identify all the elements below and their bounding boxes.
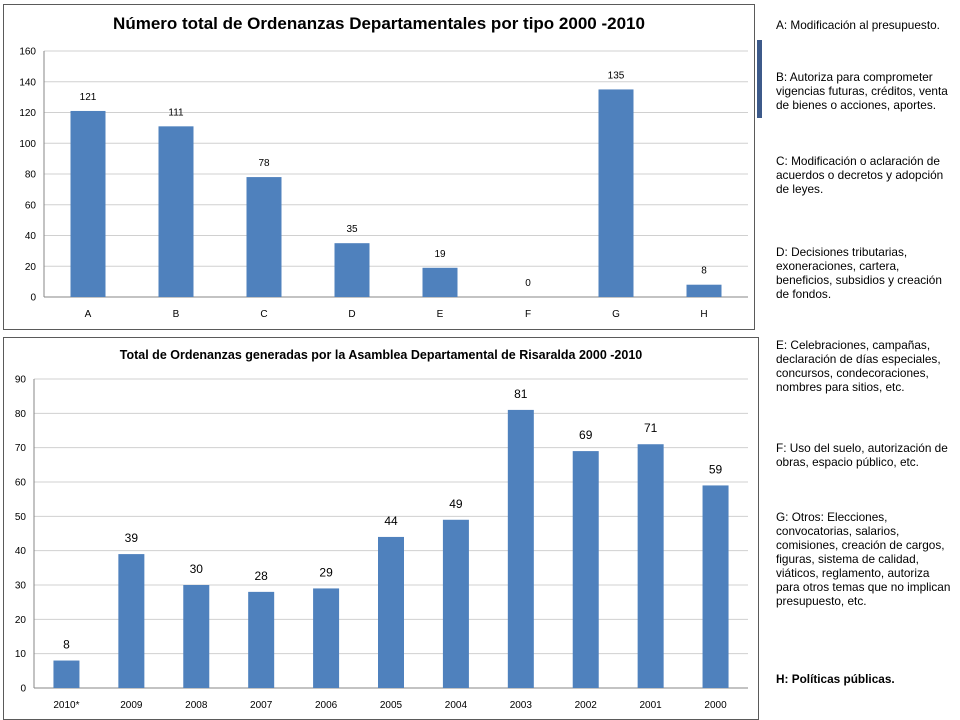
- legend-item-e: E: Celebraciones, campañas, declaración …: [776, 338, 941, 394]
- data-label: 44: [384, 514, 398, 528]
- x-tick-label: 2003: [510, 700, 533, 711]
- y-tick-label: 10: [15, 649, 27, 660]
- x-tick-label: D: [348, 309, 355, 320]
- data-label: 71: [644, 421, 658, 435]
- bar-2005: [378, 536, 404, 688]
- legend-item-b: B: Autoriza para comprometer vigencias f…: [776, 70, 948, 112]
- data-label: 8: [701, 266, 707, 277]
- x-tick-label: G: [612, 309, 620, 320]
- bar-E: [422, 267, 458, 297]
- data-label: 135: [608, 70, 625, 81]
- x-tick-label: 2010*: [53, 700, 79, 711]
- bar-2007: [248, 591, 275, 688]
- x-tick-label: E: [437, 309, 444, 320]
- y-tick-label: 140: [19, 77, 36, 88]
- x-tick-label: 2007: [250, 700, 273, 711]
- data-label: 35: [346, 224, 358, 235]
- y-tick-label: 120: [19, 108, 36, 119]
- legend-item-h: H: Políticas públicas.: [776, 672, 895, 686]
- bar-2006: [313, 588, 340, 688]
- data-label: 8: [63, 638, 70, 652]
- y-tick-label: 70: [15, 443, 27, 454]
- data-label: 49: [449, 497, 463, 511]
- bar-2003: [507, 409, 534, 688]
- legend-item-a: A: Modificación al presupuesto.: [776, 18, 940, 32]
- y-tick-label: 0: [20, 684, 26, 695]
- bar-2004: [442, 519, 469, 688]
- x-tick-label: 2008: [185, 700, 208, 711]
- y-tick-label: 60: [15, 478, 27, 489]
- y-tick-label: 90: [15, 375, 27, 386]
- data-label: 69: [579, 428, 593, 442]
- x-tick-label: B: [173, 309, 180, 320]
- bar-2010: [53, 660, 80, 688]
- bar-chart-by-type: 0 20 40 60 80 100 120 140 160 121 A 111 B 78 C 35 D 19 E 0 F…: [19, 47, 748, 320]
- bar-G: [598, 89, 634, 297]
- chart-title: Número total de Ordenanzas Departamental…: [113, 14, 645, 33]
- data-label: 30: [190, 562, 204, 576]
- bar-2009: [118, 554, 145, 688]
- bar-C: [246, 177, 282, 297]
- y-tick-label: 160: [19, 47, 36, 58]
- x-tick-label: 2006: [315, 700, 338, 711]
- data-label: 29: [319, 565, 333, 579]
- legend-item-g: G: Otros: Elecciones, convocatorias, sal…: [776, 510, 951, 608]
- data-label: 0: [525, 278, 531, 289]
- x-tick-label: A: [85, 309, 92, 320]
- y-tick-label: 20: [15, 615, 27, 626]
- y-tick-label: 40: [15, 546, 27, 557]
- bar-2000: [702, 485, 729, 688]
- data-label: 121: [80, 92, 97, 103]
- x-tick-label: 2001: [640, 700, 663, 711]
- data-label: 59: [709, 462, 723, 476]
- data-label: 28: [255, 569, 269, 583]
- data-label: 78: [258, 158, 270, 169]
- x-tick-label: F: [525, 309, 531, 320]
- y-tick-label: 20: [25, 262, 37, 273]
- bar-A: [70, 110, 106, 298]
- x-tick-label: 2002: [575, 700, 598, 711]
- chart-ordenanzas-por-tipo: Número total de Ordenanzas Departamental…: [3, 4, 755, 330]
- y-tick-label: 50: [15, 512, 27, 523]
- data-label: 81: [514, 387, 528, 401]
- bar-B: [158, 126, 194, 298]
- bar-2008: [183, 585, 210, 688]
- chart-ordenanzas-por-ano: Total de Ordenanzas generadas por la Asa…: [3, 337, 759, 720]
- x-tick-label: 2009: [120, 700, 143, 711]
- legend-item-c: C: Modificación o aclaración de acuerdos…: [776, 154, 944, 196]
- chart-title: Total de Ordenanzas generadas por la Asa…: [119, 348, 643, 362]
- data-label: 19: [434, 249, 446, 260]
- bar-2001: [637, 444, 664, 688]
- bar-2002: [572, 451, 599, 688]
- data-label: 39: [125, 531, 139, 545]
- data-label: 111: [168, 107, 184, 118]
- y-tick-label: 80: [25, 170, 37, 181]
- x-tick-label: 2004: [445, 700, 468, 711]
- y-tick-label: 40: [25, 231, 37, 242]
- legend-item-f: F: Uso del suelo, autorización de obras,…: [776, 441, 948, 469]
- legend-item-d: D: Decisiones tributarias, exoneraciones…: [776, 245, 942, 301]
- x-tick-label: C: [260, 309, 267, 320]
- x-tick-label: H: [700, 309, 707, 320]
- bar-H: [686, 284, 722, 297]
- x-tick-label: 2005: [380, 700, 403, 711]
- decorative-accent-bar: [757, 40, 762, 118]
- x-tick-label: 2000: [704, 700, 727, 711]
- bar-D: [334, 243, 370, 297]
- y-tick-label: 0: [30, 293, 36, 304]
- y-tick-label: 30: [15, 581, 27, 592]
- y-tick-label: 100: [19, 139, 36, 150]
- y-tick-label: 80: [15, 409, 27, 420]
- bar-chart-by-year: 0 10 20 30 40 50 60 70 80 90 8 2010* 39 2009 30 2008 28 2…: [15, 375, 748, 711]
- y-tick-label: 60: [25, 200, 37, 211]
